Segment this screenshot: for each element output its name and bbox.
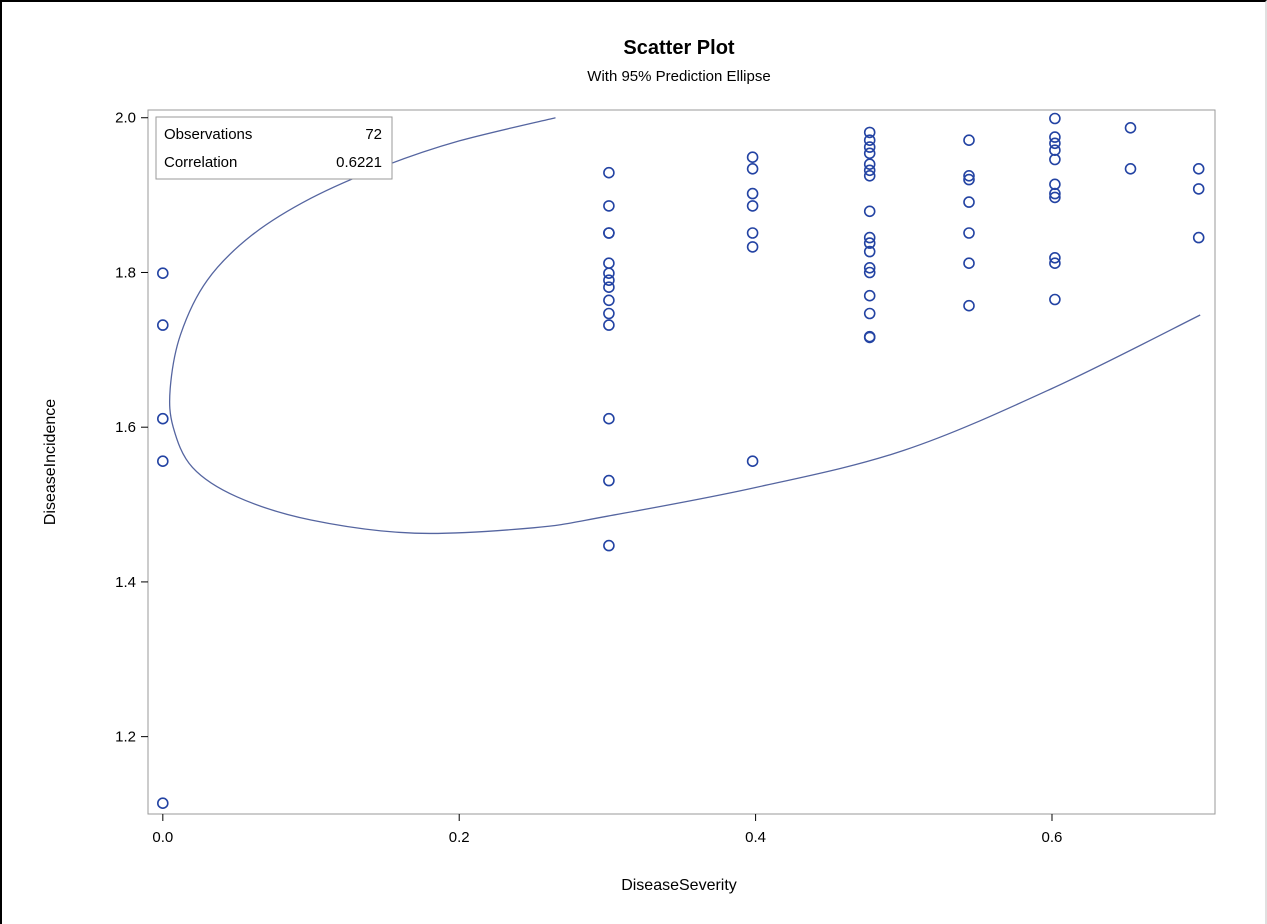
data-point xyxy=(603,257,615,270)
data-point xyxy=(1049,293,1061,306)
inset-correlation-label: Correlation xyxy=(164,154,237,171)
plot-area-border xyxy=(147,109,1216,815)
prediction-ellipse xyxy=(168,117,1201,535)
data-point xyxy=(1049,178,1061,191)
data-point xyxy=(603,412,615,425)
data-point xyxy=(1049,137,1061,150)
data-point xyxy=(603,294,615,307)
data-point xyxy=(863,141,876,153)
y-tick-label: 1.6 xyxy=(115,419,136,436)
data-point xyxy=(157,267,169,280)
data-point xyxy=(863,164,876,177)
data-point xyxy=(863,134,876,146)
data-point xyxy=(1049,187,1061,200)
x-tick-label: 0.4 xyxy=(745,829,766,846)
prediction-ellipse-layer xyxy=(168,117,1201,535)
data-point xyxy=(963,257,975,270)
data-point xyxy=(963,134,975,146)
data-point xyxy=(1124,122,1137,134)
data-point xyxy=(746,241,759,253)
data-point xyxy=(863,307,876,320)
data-point xyxy=(746,163,759,175)
data-point xyxy=(603,307,615,320)
inset-box xyxy=(155,116,393,180)
y-tick-label: 2.0 xyxy=(115,110,136,127)
data-point xyxy=(1049,131,1061,143)
inset-observations-value: 72 xyxy=(365,126,382,143)
y-axis-label: DiseaseIncidence xyxy=(42,399,59,525)
y-tick-label: 1.8 xyxy=(115,264,136,281)
data-point xyxy=(963,173,975,186)
data-point xyxy=(157,319,169,331)
data-point xyxy=(1124,163,1137,175)
data-point xyxy=(746,455,759,468)
data-point xyxy=(1049,257,1061,270)
data-point xyxy=(603,539,615,552)
data-point xyxy=(603,267,615,280)
data-point xyxy=(863,266,876,279)
data-point xyxy=(746,200,759,212)
y-axis: 1.2 1.4 1.6 1.8 2.0 xyxy=(115,110,148,746)
data-point xyxy=(1049,191,1061,204)
data-point xyxy=(157,455,169,468)
data-point xyxy=(863,261,876,274)
x-axis: 0.0 0.2 0.4 0.6 xyxy=(152,814,1062,846)
x-tick-label: 0.6 xyxy=(1042,829,1063,846)
x-tick-label: 0.2 xyxy=(449,829,470,846)
x-axis-label: DiseaseSeverity xyxy=(621,877,737,894)
data-point xyxy=(1049,153,1061,166)
data-point xyxy=(157,412,169,425)
data-point xyxy=(603,200,615,212)
data-point xyxy=(603,319,615,331)
inset-observations-label: Observations xyxy=(164,126,252,143)
data-point xyxy=(863,289,876,302)
data-point xyxy=(963,227,975,239)
data-point xyxy=(863,147,876,160)
data-point xyxy=(1192,183,1205,195)
data-point xyxy=(963,299,975,312)
data-point xyxy=(603,274,615,287)
data-points-layer xyxy=(157,112,1205,810)
data-point xyxy=(1049,251,1061,264)
data-point xyxy=(157,797,169,810)
chart-title: Scatter Plot xyxy=(623,37,734,59)
data-point xyxy=(863,237,876,249)
data-point xyxy=(746,187,759,200)
data-point xyxy=(863,126,876,139)
data-point xyxy=(863,205,876,218)
x-tick-label: 0.0 xyxy=(152,829,173,846)
statistics-inset: Observations 72 Correlation 0.6221 xyxy=(155,116,393,180)
data-point xyxy=(603,166,615,179)
data-point xyxy=(746,227,759,239)
data-point xyxy=(863,245,876,258)
inset-correlation-value: 0.6221 xyxy=(336,154,382,171)
data-point xyxy=(746,151,759,163)
chart-subtitle: With 95% Prediction Ellipse xyxy=(587,68,770,85)
data-point xyxy=(1192,163,1205,175)
data-point xyxy=(1049,144,1061,156)
y-tick-label: 1.4 xyxy=(115,574,136,591)
data-point xyxy=(863,170,876,182)
data-point xyxy=(863,231,876,244)
data-point xyxy=(863,331,876,344)
data-point xyxy=(603,281,615,294)
y-tick-label: 1.2 xyxy=(115,729,136,746)
data-point xyxy=(603,474,615,487)
data-point xyxy=(863,158,876,170)
data-point xyxy=(1049,112,1061,125)
data-point xyxy=(963,196,975,208)
data-point xyxy=(963,170,975,182)
data-point xyxy=(603,227,615,239)
data-point xyxy=(1192,231,1205,244)
